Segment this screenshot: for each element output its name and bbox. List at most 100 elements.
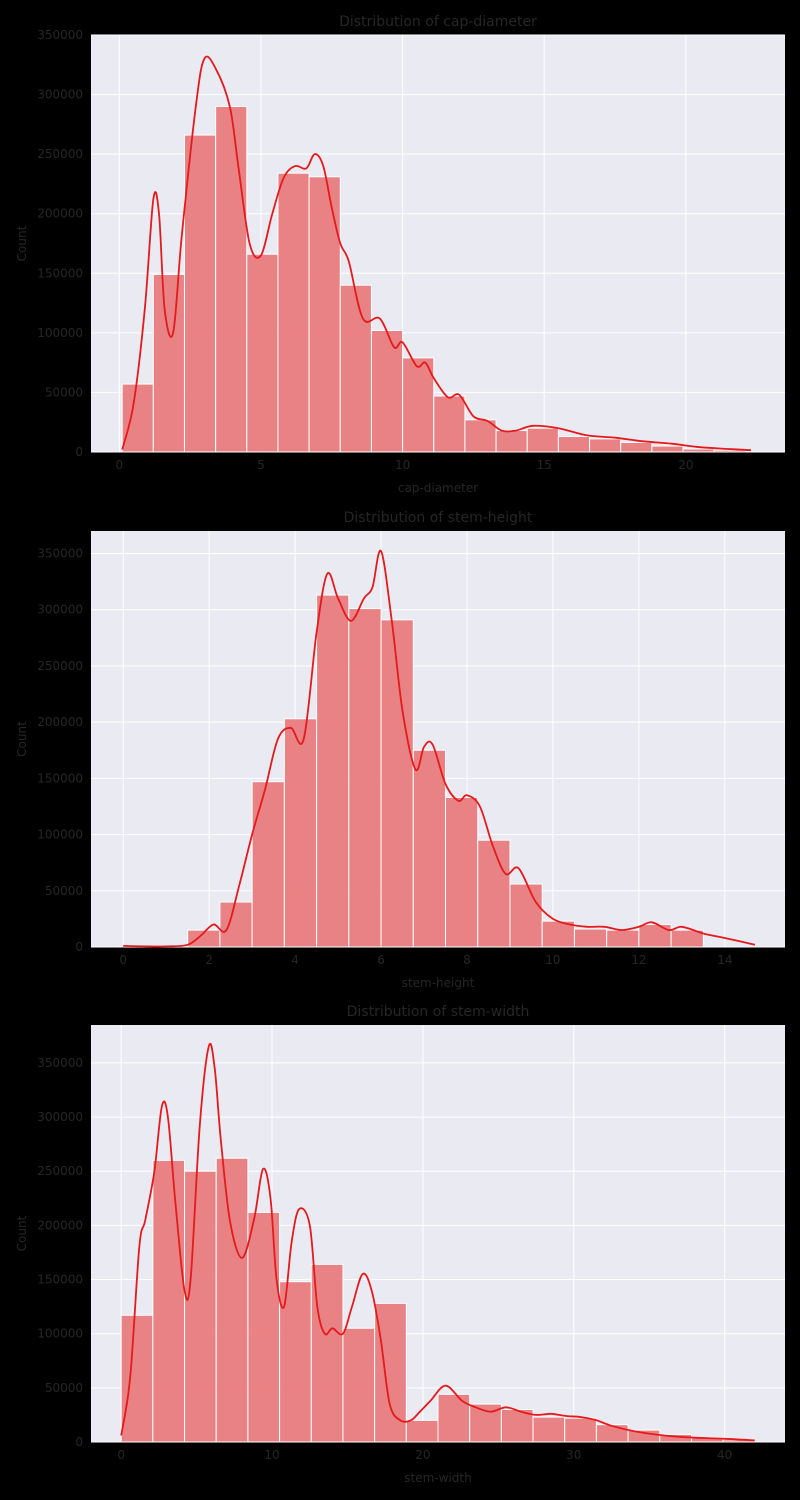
x-tick-label: 40 <box>717 1448 732 1462</box>
y-tick-label: 0 <box>75 445 83 459</box>
histogram-bar <box>370 329 404 453</box>
x-tick-label: 20 <box>415 1448 430 1462</box>
x-tick-label: 30 <box>566 1448 581 1462</box>
x-tick-label: 10 <box>264 1448 279 1462</box>
y-tick-label: 250000 <box>37 147 83 161</box>
kde-curve <box>120 1042 755 1442</box>
histogram-bar <box>402 357 435 453</box>
x-axis-label: stem-height <box>402 976 475 990</box>
y-tick-label: 50000 <box>45 884 83 898</box>
histogram-bar <box>573 928 608 948</box>
histogram-bar <box>445 796 479 948</box>
histogram-bar <box>495 430 528 453</box>
y-axis-label: Count <box>15 721 29 757</box>
histogram-bar <box>627 1429 661 1443</box>
y-tick-label: 200000 <box>37 715 83 729</box>
x-tick-label: 5 <box>257 458 265 472</box>
y-axis-label: Count <box>15 1215 29 1251</box>
histogram-bar <box>532 1416 566 1443</box>
histogram-bar <box>152 1159 186 1443</box>
histogram-bar <box>638 924 672 948</box>
x-axis-label: stem-width <box>404 1471 471 1485</box>
histogram-bar <box>595 1424 629 1443</box>
histogram-bar <box>564 1417 597 1443</box>
histogram-bar <box>152 273 185 453</box>
histogram-bar <box>283 718 318 948</box>
x-tick-label: 15 <box>537 458 552 472</box>
x-tick-label: 0 <box>117 1448 125 1462</box>
histogram-bar <box>713 449 746 453</box>
histogram-bar <box>246 253 279 453</box>
histogram-bar <box>682 448 715 453</box>
y-tick-label: 150000 <box>37 266 83 280</box>
chart-title: Distribution of stem-height <box>344 510 533 526</box>
y-tick-label: 300000 <box>37 603 83 617</box>
y-tick-label: 200000 <box>37 207 83 221</box>
x-tick-label: 6 <box>377 953 385 967</box>
y-tick-label: 0 <box>75 1435 83 1449</box>
x-tick-label: 0 <box>119 953 127 967</box>
histogram-bar <box>405 1419 439 1443</box>
histogram-bar <box>620 441 653 453</box>
x-tick-label: 10 <box>545 953 560 967</box>
y-tick-label: 100000 <box>37 828 83 842</box>
y-tick-label: 50000 <box>45 385 83 399</box>
histogram-bar <box>433 395 466 453</box>
histogram-bar <box>348 608 382 948</box>
histogram-bar <box>670 929 704 948</box>
kde-curve <box>123 549 756 948</box>
histogram-bar <box>526 427 559 453</box>
histogram-bar <box>651 445 684 453</box>
chart-title: Distribution of stem-width <box>347 1004 530 1020</box>
kde-curve <box>121 55 752 452</box>
histogram-bar <box>251 781 285 948</box>
y-tick-label: 300000 <box>37 88 83 102</box>
x-tick-label: 14 <box>717 953 732 967</box>
histogram-bar <box>215 105 248 453</box>
histogram-bar <box>183 134 217 453</box>
histogram-bar <box>339 284 372 453</box>
x-tick-label: 10 <box>395 458 410 472</box>
histogram-bar <box>477 839 511 948</box>
x-tick-label: 8 <box>463 953 471 967</box>
histogram-bar <box>557 436 591 453</box>
histogram-bar <box>277 172 310 453</box>
x-axis-label: cap-diameter <box>398 481 478 495</box>
histogram-bar <box>606 929 640 948</box>
histogram-bar <box>374 1302 407 1443</box>
y-tick-label: 250000 <box>37 1164 83 1178</box>
y-tick-label: 50000 <box>45 1381 83 1395</box>
y-tick-label: 350000 <box>37 546 83 560</box>
x-tick-label: 20 <box>678 458 693 472</box>
histogram-bar <box>308 176 341 453</box>
histogram-panel-1: 0 50000 100000 150000 200000 250000 300000 3500… <box>15 14 785 495</box>
histogram-bar <box>464 419 497 453</box>
y-tick-label: 350000 <box>37 28 83 42</box>
histogram-bar <box>279 1281 312 1443</box>
histogram-bar <box>120 1314 154 1443</box>
y-tick-label: 350000 <box>37 1056 83 1070</box>
histogram-bar <box>184 1170 217 1443</box>
y-tick-label: 0 <box>75 940 83 954</box>
histogram-bar <box>121 383 154 453</box>
histogram-bar <box>509 883 543 948</box>
y-tick-label: 100000 <box>37 326 83 340</box>
histogram-bar <box>589 438 622 453</box>
histogram-bar <box>316 594 350 948</box>
histogram-bar <box>412 749 447 948</box>
x-tick-label: 12 <box>631 953 646 967</box>
x-tick-label: 4 <box>291 953 299 967</box>
histogram-bar <box>219 901 253 948</box>
y-tick-label: 150000 <box>37 1273 83 1287</box>
y-tick-label: 250000 <box>37 659 83 673</box>
chart-title: Distribution of cap-diameter <box>339 14 537 30</box>
x-tick-label: 0 <box>116 458 124 472</box>
histogram-panel-2: 0 50000 100000 150000 200000 250000 300000 3500… <box>15 510 785 990</box>
histogram-bar <box>215 1157 249 1443</box>
histogram-bar <box>541 920 575 948</box>
histogram-bar <box>437 1393 471 1443</box>
y-tick-label: 200000 <box>37 1218 83 1232</box>
x-tick-label: 2 <box>205 953 213 967</box>
